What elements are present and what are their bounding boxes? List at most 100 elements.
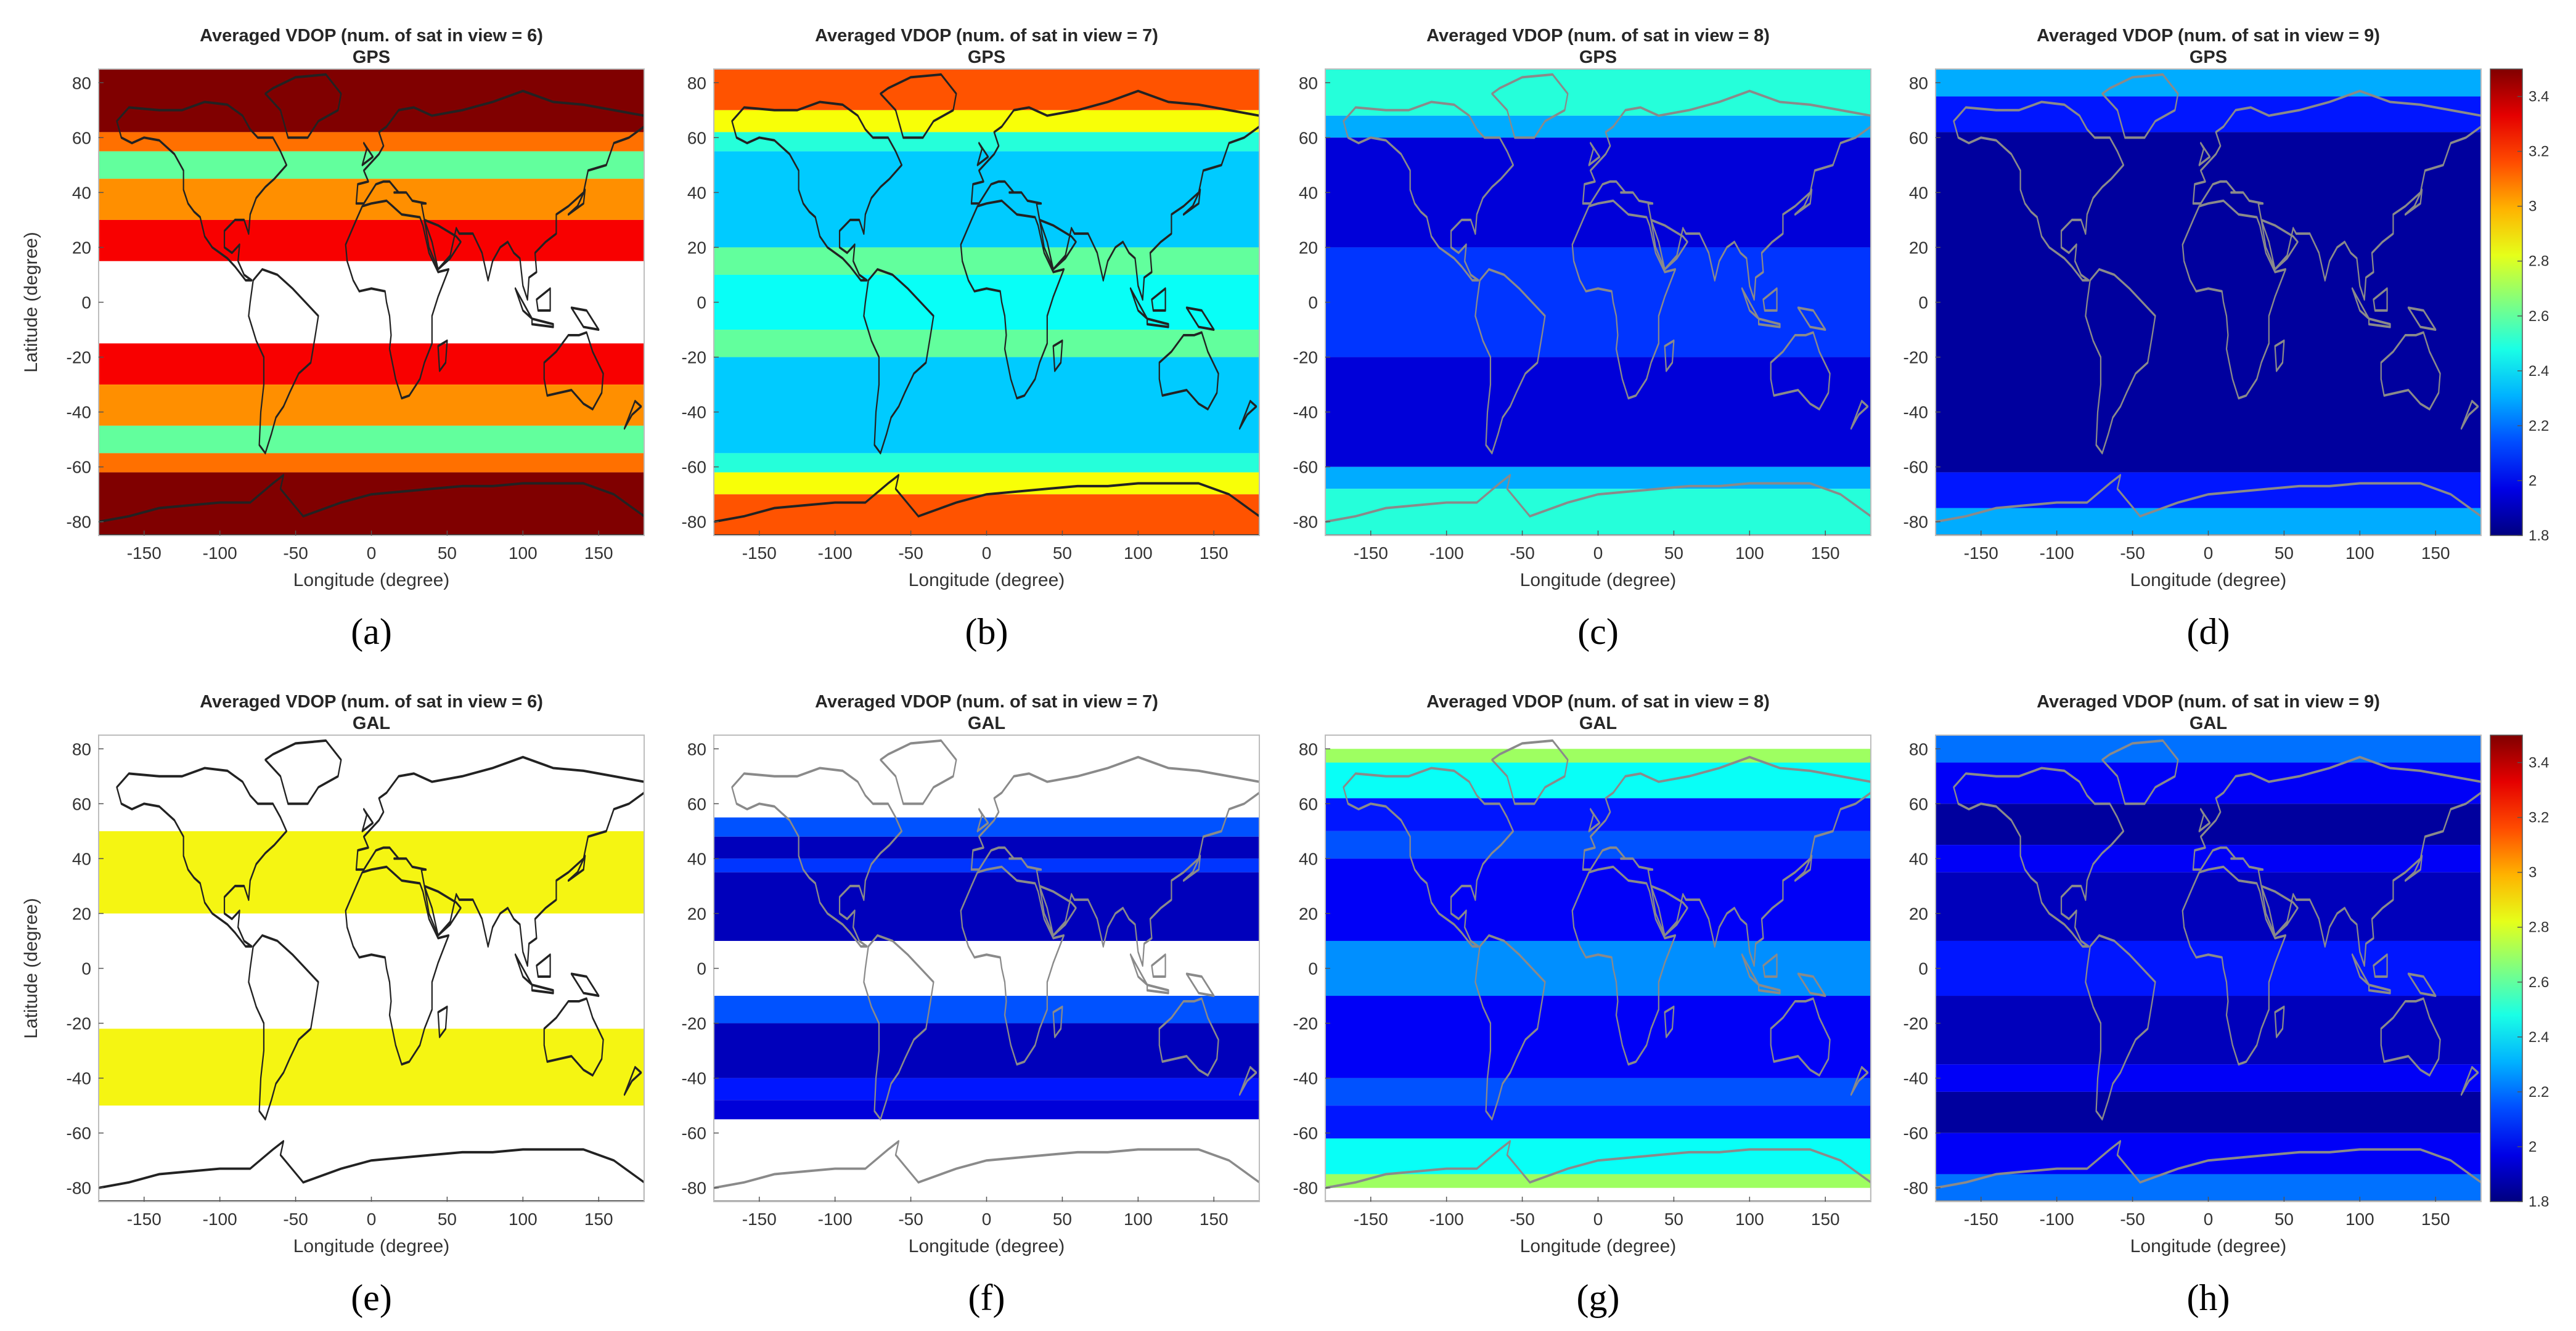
x-tick-label: 0 — [2204, 543, 2214, 563]
colorbar: 3.4 3.2 3 2.8 2.6 2.4 2.2 2 1.8 — [2490, 735, 2549, 1210]
vdop-band — [1325, 247, 1871, 357]
vdop-band — [714, 1023, 1259, 1078]
y-tick-label: 60 — [1299, 128, 1318, 147]
panel-letter: (a) — [351, 611, 392, 652]
panel-subtitle: GAL — [353, 714, 390, 733]
vdop-band — [714, 996, 1259, 1024]
y-tick-label: -40 — [67, 403, 91, 422]
panel-letter: (f) — [968, 1277, 1005, 1318]
y-tick-label: 0 — [81, 959, 91, 979]
colorbar-scale — [2490, 735, 2523, 1202]
y-tick-label: 80 — [687, 73, 706, 92]
vdop-band — [714, 1078, 1259, 1101]
y-tick-label: 60 — [72, 128, 91, 147]
heatmap — [1936, 735, 2481, 1202]
y-tick-label: -80 — [67, 513, 91, 532]
x-tick-label: -150 — [742, 543, 777, 563]
x-tick-label: 100 — [1124, 1210, 1153, 1229]
x-tick-label: -100 — [2040, 1210, 2074, 1229]
vdop-band — [99, 343, 644, 385]
colorbar-tick-label: 2.4 — [2529, 363, 2549, 380]
y-tick-label: -60 — [1903, 458, 1928, 477]
x-tick-label: 50 — [438, 1210, 457, 1229]
x-tick-label: 50 — [438, 543, 457, 563]
vdop-band — [99, 179, 644, 220]
x-tick-label: 150 — [1200, 1210, 1229, 1229]
colorbar-tick-label: 3.2 — [2529, 810, 2549, 826]
y-tick-label: -80 — [1293, 1179, 1318, 1198]
x-tick-label: 150 — [2421, 1210, 2450, 1229]
y-tick-label: 80 — [1299, 739, 1318, 759]
y-tick-label: 20 — [687, 238, 706, 257]
vdop-band — [1325, 940, 1871, 996]
x-tick-label: -50 — [2120, 1210, 2145, 1229]
vdop-band — [99, 69, 644, 132]
y-tick-label: 80 — [687, 739, 706, 759]
x-tick-label: 100 — [509, 543, 538, 563]
y-tick-label: -40 — [1903, 403, 1928, 422]
vdop-band — [1936, 472, 2481, 508]
x-tick-label: 50 — [1053, 1210, 1072, 1229]
panel-subtitle: GAL — [1579, 714, 1617, 733]
x-axis-label: Longitude (degree) — [2130, 570, 2287, 590]
x-tick-label: 0 — [982, 543, 992, 563]
x-axis-label: Longitude (degree) — [909, 570, 1065, 590]
y-tick-label: 40 — [1909, 849, 1928, 868]
x-tick-label: -150 — [1354, 1210, 1388, 1229]
vdop-band — [1325, 69, 1871, 116]
panel-title: Averaged VDOP (num. of sat in view = 8) — [1426, 692, 1770, 712]
vdop-band — [714, 132, 1259, 152]
y-tick-label: -60 — [1293, 458, 1318, 477]
plot-area — [99, 735, 644, 1202]
colorbar-tick-label: 2.6 — [2529, 974, 2549, 991]
vdop-band — [714, 151, 1259, 248]
x-tick-label: -100 — [818, 543, 853, 563]
x-tick-label: 100 — [2345, 1210, 2374, 1229]
vdop-band — [99, 219, 644, 261]
x-tick-label: -100 — [1429, 1210, 1464, 1229]
colorbar-tick-label: 3.2 — [2529, 144, 2549, 160]
x-tick-label: -50 — [1510, 1210, 1534, 1229]
x-axis-label: Longitude (degree) — [1520, 570, 1677, 590]
y-tick-label: 20 — [72, 904, 91, 923]
vdop-band — [99, 132, 644, 152]
panel-letter: (g) — [1577, 1277, 1620, 1318]
colorbar-tick-label: 2 — [2529, 1139, 2537, 1155]
heatmap — [99, 69, 644, 535]
vdop-band — [1936, 872, 2481, 941]
y-tick-label: -20 — [1903, 1014, 1928, 1033]
y-tick-label: -60 — [1903, 1124, 1928, 1143]
panel-title: Averaged VDOP (num. of sat in view = 9) — [2037, 26, 2380, 46]
x-tick-label: 0 — [1593, 543, 1603, 563]
colorbar-tick-label: 3.4 — [2529, 755, 2549, 771]
colorbar-tick-label: 2.4 — [2529, 1029, 2549, 1046]
x-tick-label: 100 — [1735, 543, 1764, 563]
y-tick-label: 40 — [72, 849, 91, 868]
panel-e: Averaged VDOP (num. of sat in view = 6) G… — [21, 692, 645, 1318]
y-tick-label: -20 — [1293, 1014, 1318, 1033]
x-axis-label: Longitude (degree) — [909, 1236, 1065, 1256]
y-tick-label: 0 — [1308, 293, 1318, 312]
y-tick-label: -20 — [682, 1014, 706, 1033]
vdop-band — [714, 110, 1259, 132]
vdop-band — [714, 357, 1259, 454]
panel-subtitle: GPS — [353, 47, 390, 67]
vdop-band — [714, 69, 1259, 110]
vdop-band — [1325, 858, 1871, 941]
x-tick-label: -100 — [1429, 543, 1464, 563]
colorbar-tick-label: 3 — [2529, 865, 2537, 881]
vdop-band — [1325, 1078, 1871, 1106]
y-tick-label: 20 — [687, 904, 706, 923]
heatmap — [1936, 69, 2481, 535]
colorbar-tick-label: 2.2 — [2529, 1084, 2549, 1101]
y-tick-label: 80 — [72, 73, 91, 92]
y-tick-label: 0 — [1308, 959, 1318, 979]
y-axis-label: Latitude (degree) — [21, 232, 41, 373]
x-tick-label: -100 — [2040, 543, 2074, 563]
y-tick-label: -20 — [1293, 348, 1318, 367]
vdop-band — [99, 385, 644, 426]
y-tick-label: 60 — [687, 128, 706, 147]
y-axis-label: Latitude (degree) — [21, 898, 41, 1039]
colorbar-tick-label: 3 — [2529, 198, 2537, 215]
x-tick-label: -50 — [898, 1210, 923, 1229]
